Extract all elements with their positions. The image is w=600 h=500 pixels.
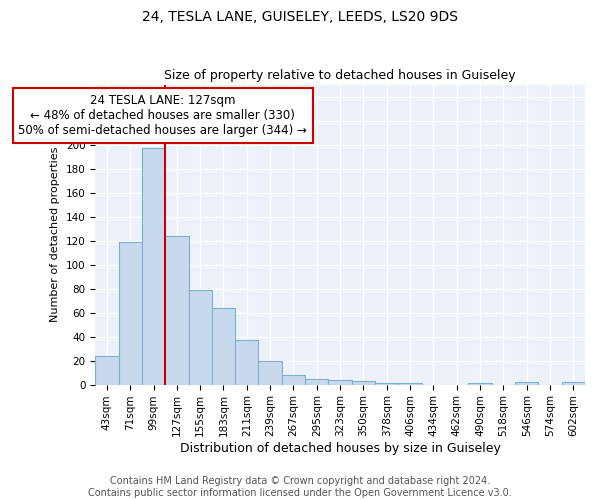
Bar: [259, 360, 282, 384]
Bar: [119, 242, 142, 384]
Y-axis label: Number of detached properties: Number of detached properties: [50, 147, 60, 322]
Bar: [165, 236, 188, 384]
Bar: [328, 380, 352, 384]
Bar: [352, 381, 375, 384]
Bar: [305, 378, 328, 384]
Text: 24 TESLA LANE: 127sqm
← 48% of detached houses are smaller (330)
50% of semi-det: 24 TESLA LANE: 127sqm ← 48% of detached …: [19, 94, 307, 137]
Bar: [235, 340, 259, 384]
X-axis label: Distribution of detached houses by size in Guiseley: Distribution of detached houses by size …: [179, 442, 500, 455]
Title: Size of property relative to detached houses in Guiseley: Size of property relative to detached ho…: [164, 69, 516, 82]
Bar: [562, 382, 585, 384]
Text: Contains HM Land Registry data © Crown copyright and database right 2024.
Contai: Contains HM Land Registry data © Crown c…: [88, 476, 512, 498]
Bar: [142, 148, 165, 384]
Text: 24, TESLA LANE, GUISELEY, LEEDS, LS20 9DS: 24, TESLA LANE, GUISELEY, LEEDS, LS20 9D…: [142, 10, 458, 24]
Bar: [515, 382, 538, 384]
Bar: [188, 290, 212, 384]
Bar: [212, 308, 235, 384]
Bar: [95, 356, 119, 384]
Bar: [282, 375, 305, 384]
